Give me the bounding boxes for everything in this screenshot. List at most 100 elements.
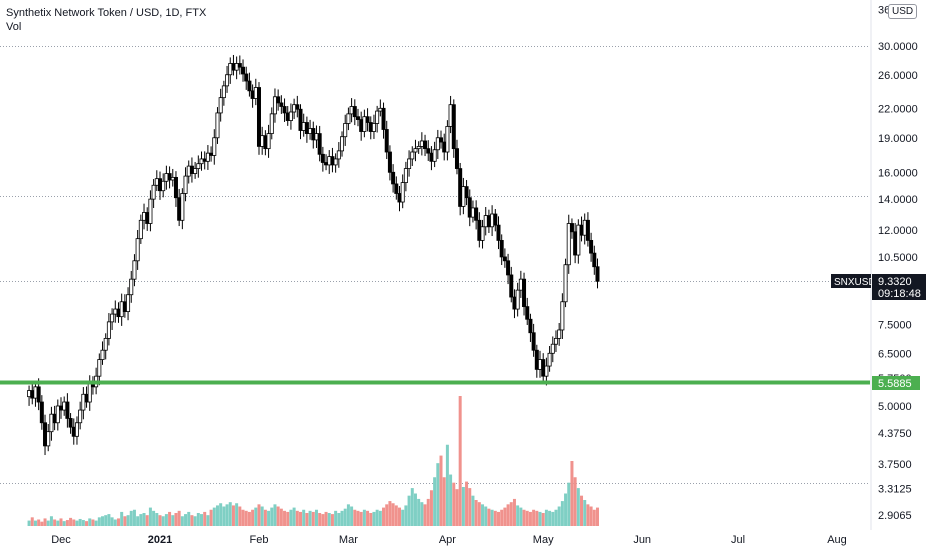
volume-bar bbox=[474, 500, 478, 526]
candle bbox=[90, 376, 95, 395]
support-price-text: 5.5885 bbox=[878, 378, 912, 390]
price-tick-label: 12.0000 bbox=[878, 225, 918, 237]
candle bbox=[250, 84, 255, 108]
volume-bar bbox=[257, 504, 261, 526]
candle bbox=[288, 103, 293, 130]
candle bbox=[253, 78, 258, 106]
candle bbox=[349, 98, 354, 123]
volume-bar bbox=[247, 511, 251, 526]
candle bbox=[394, 176, 399, 200]
volume-bar bbox=[136, 516, 140, 526]
volume-bar bbox=[516, 505, 520, 526]
volume-bar bbox=[554, 509, 558, 526]
volume-bar bbox=[94, 520, 98, 526]
volume-bar bbox=[225, 504, 229, 526]
candle bbox=[343, 114, 348, 146]
candle bbox=[563, 258, 568, 308]
candle bbox=[384, 120, 389, 160]
candle bbox=[189, 157, 194, 183]
volume-bar bbox=[532, 509, 536, 526]
volume-bar bbox=[481, 504, 485, 526]
volume-bar bbox=[327, 513, 331, 526]
candle bbox=[525, 297, 530, 326]
candle bbox=[295, 95, 300, 118]
candle bbox=[375, 105, 380, 133]
candle bbox=[212, 129, 217, 165]
price-tick-label: 4.3750 bbox=[878, 428, 912, 440]
candle bbox=[298, 104, 303, 140]
candle bbox=[205, 145, 210, 170]
volume-bar bbox=[273, 504, 277, 526]
volume-bar bbox=[324, 511, 328, 526]
volume-bar bbox=[238, 506, 242, 526]
candle bbox=[81, 387, 86, 420]
volume-bar bbox=[557, 506, 561, 526]
volume-bar bbox=[174, 513, 178, 526]
candle bbox=[49, 406, 54, 441]
volume-bar bbox=[65, 520, 69, 526]
candle bbox=[199, 151, 204, 171]
candle bbox=[74, 416, 79, 445]
volume-bar bbox=[276, 506, 280, 526]
volume-bar bbox=[407, 495, 411, 526]
volume-bar bbox=[490, 509, 494, 526]
time-axis[interactable]: Dec 2021 Feb Mar Apr May Jun Jul Aug bbox=[51, 534, 847, 546]
candle bbox=[432, 141, 437, 168]
candle bbox=[502, 248, 507, 268]
volume-bar bbox=[267, 510, 271, 526]
candle bbox=[534, 344, 539, 378]
volume-bar bbox=[340, 510, 344, 526]
volume-bar bbox=[72, 519, 76, 526]
volume-bar bbox=[461, 487, 465, 526]
candle bbox=[106, 313, 111, 346]
volume-bar bbox=[442, 477, 446, 526]
volume-bar bbox=[37, 519, 41, 526]
candle bbox=[292, 98, 297, 120]
volume-bar bbox=[583, 500, 587, 526]
candle bbox=[173, 171, 178, 207]
volume-bar bbox=[251, 509, 255, 526]
volume-bar bbox=[388, 501, 392, 526]
candle bbox=[266, 124, 271, 158]
candle bbox=[515, 282, 520, 317]
volume-bar bbox=[116, 518, 120, 526]
price-tick-label: 14.0000 bbox=[878, 194, 918, 206]
currency-button[interactable]: USD bbox=[888, 4, 918, 19]
volume-bar bbox=[366, 510, 370, 526]
volume-bar bbox=[394, 505, 398, 526]
candle bbox=[560, 293, 565, 339]
volume-bar bbox=[209, 509, 213, 526]
support-line[interactable] bbox=[0, 380, 870, 385]
candle bbox=[68, 413, 73, 434]
volume-bar bbox=[420, 502, 424, 526]
candle bbox=[400, 174, 405, 209]
candle bbox=[397, 185, 402, 212]
price-tick-label: 30.0000 bbox=[878, 41, 918, 53]
candle bbox=[483, 206, 488, 236]
candle bbox=[426, 140, 431, 161]
time-tick-label: Apr bbox=[439, 534, 456, 546]
volume-bar bbox=[452, 482, 456, 526]
volume-bar bbox=[206, 515, 210, 526]
candle bbox=[531, 323, 536, 357]
candle bbox=[435, 129, 440, 159]
time-tick-label: Dec bbox=[51, 534, 71, 546]
volume-bar bbox=[538, 511, 542, 526]
candle bbox=[371, 114, 376, 139]
candle bbox=[589, 232, 594, 262]
volume-bar bbox=[484, 506, 488, 526]
volume-bar bbox=[196, 513, 200, 526]
volume-bar bbox=[458, 396, 462, 526]
volume-bar bbox=[541, 513, 545, 526]
volume-bar bbox=[289, 509, 293, 526]
price-tick-label: 3.3125 bbox=[878, 484, 912, 496]
price-axis[interactable]: 36 30.0000 26.0000 22.0000 19.0000 16.0000 14.… bbox=[878, 4, 918, 522]
volume-bar bbox=[544, 509, 548, 526]
candle bbox=[285, 106, 290, 126]
volume-bar bbox=[314, 509, 318, 526]
last-price: 9.3320 bbox=[878, 276, 912, 288]
time-tick-label: Jun bbox=[633, 534, 651, 546]
volume-bar bbox=[548, 510, 552, 526]
